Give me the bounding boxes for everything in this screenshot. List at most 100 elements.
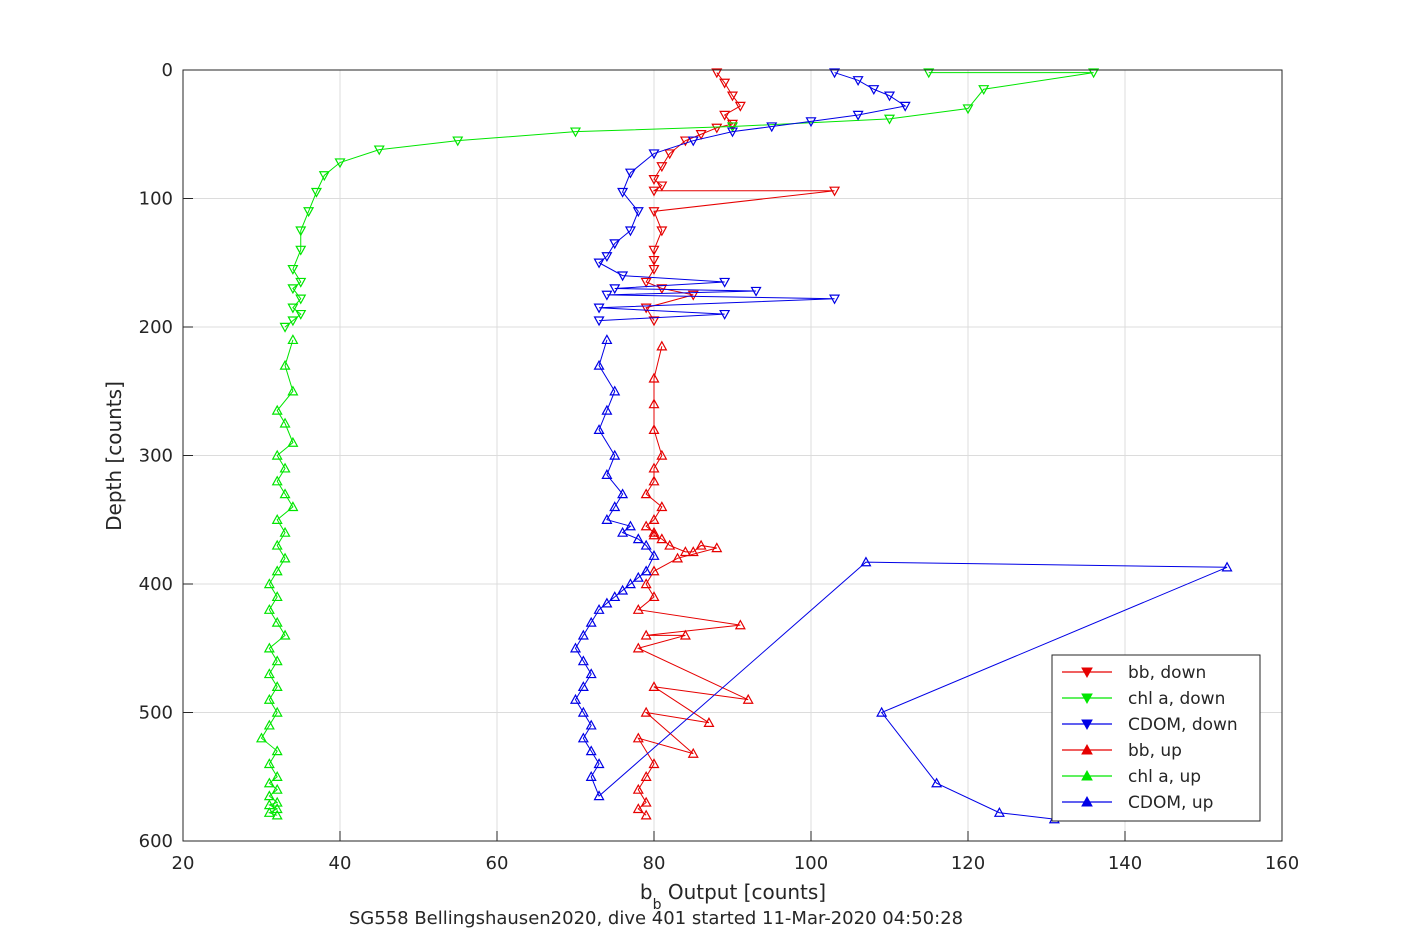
legend-marker <box>1081 667 1093 679</box>
data-point <box>271 449 283 460</box>
data-point <box>829 68 841 79</box>
data-point <box>593 790 605 801</box>
data-point <box>648 514 660 524</box>
data-point <box>648 758 660 769</box>
y-axis-title: Depth [counts] <box>102 381 126 531</box>
data-point <box>569 642 582 653</box>
data-point <box>648 316 660 327</box>
data-point <box>287 334 299 345</box>
data-point <box>303 207 315 218</box>
data-point <box>263 719 275 730</box>
data-point <box>719 78 731 89</box>
data-point <box>648 175 660 185</box>
y-tick-label: 100 <box>139 189 173 210</box>
data-point <box>852 110 864 121</box>
data-point <box>640 629 652 640</box>
data-point <box>271 745 283 756</box>
legend-label: bb, down <box>1128 663 1206 683</box>
data-point <box>593 359 605 370</box>
data-point <box>656 533 668 544</box>
data-point <box>295 309 307 320</box>
data-point <box>672 552 684 563</box>
series-2 <box>593 68 911 327</box>
data-point <box>271 706 283 717</box>
data-point <box>609 239 621 250</box>
data-point <box>601 334 613 345</box>
data-point <box>263 642 275 653</box>
data-point <box>632 207 644 218</box>
data-point <box>263 668 275 679</box>
x-tick-label: 20 <box>172 853 195 874</box>
legend-label: CDOM, down <box>1128 715 1238 735</box>
data-point <box>287 316 299 327</box>
data-point <box>295 277 307 288</box>
data-point <box>593 758 605 769</box>
x-tick-label: 60 <box>486 853 509 874</box>
data-point <box>263 603 275 614</box>
data-point <box>640 771 652 781</box>
y-tick-label: 0 <box>162 60 173 81</box>
data-point <box>632 533 644 544</box>
series-line <box>636 346 749 816</box>
data-point <box>711 542 723 553</box>
data-point <box>993 806 1005 817</box>
data-point <box>742 693 754 704</box>
data-point <box>577 681 589 692</box>
series-line <box>284 72 1094 328</box>
data-point <box>726 119 739 130</box>
legend-marker <box>1081 719 1093 731</box>
data-point <box>679 546 691 557</box>
x-tick-label: 100 <box>794 853 828 874</box>
data-point <box>279 526 291 537</box>
data-point <box>601 404 613 415</box>
data-point <box>593 424 605 434</box>
data-point <box>687 136 699 147</box>
legend-label: chl a, up <box>1128 767 1201 787</box>
data-point <box>640 706 652 717</box>
data-point <box>585 719 597 730</box>
data-point <box>569 693 582 704</box>
x-tick-label: 140 <box>1108 853 1142 874</box>
y-tick-label: 500 <box>139 703 173 724</box>
data-point <box>978 85 990 96</box>
data-point <box>648 245 660 256</box>
data-point <box>577 655 589 666</box>
data-point <box>609 385 621 396</box>
data-point <box>703 717 715 727</box>
data-point <box>601 252 613 263</box>
legend-marker <box>1081 693 1093 705</box>
data-point <box>287 436 299 447</box>
series-1 <box>279 68 1100 333</box>
data-point <box>750 286 762 297</box>
x-axis-title-rest: Output [counts] <box>661 880 826 904</box>
data-point <box>585 745 597 756</box>
data-point <box>648 526 660 537</box>
data-point <box>287 264 299 275</box>
data-point <box>263 806 275 817</box>
data-point <box>593 303 605 314</box>
data-point <box>648 264 660 275</box>
data-point <box>287 501 299 512</box>
x-tick-label: 120 <box>951 853 985 874</box>
data-point <box>868 85 880 96</box>
data-point <box>295 226 307 237</box>
series-3 <box>632 340 754 820</box>
data-point <box>624 226 636 237</box>
data-point <box>1088 68 1100 79</box>
data-point <box>632 603 644 614</box>
data-point <box>287 303 299 314</box>
data-point <box>318 171 330 182</box>
data-point <box>279 462 291 473</box>
data-point <box>334 158 346 169</box>
y-tick-label: 300 <box>139 446 173 467</box>
data-point <box>279 417 291 428</box>
x-tick-label: 40 <box>329 853 352 874</box>
x-tick-label: 80 <box>643 853 666 874</box>
data-point <box>648 529 660 540</box>
data-point <box>593 316 605 327</box>
data-point <box>271 591 283 602</box>
data-point <box>829 186 841 197</box>
data-point <box>632 642 644 653</box>
